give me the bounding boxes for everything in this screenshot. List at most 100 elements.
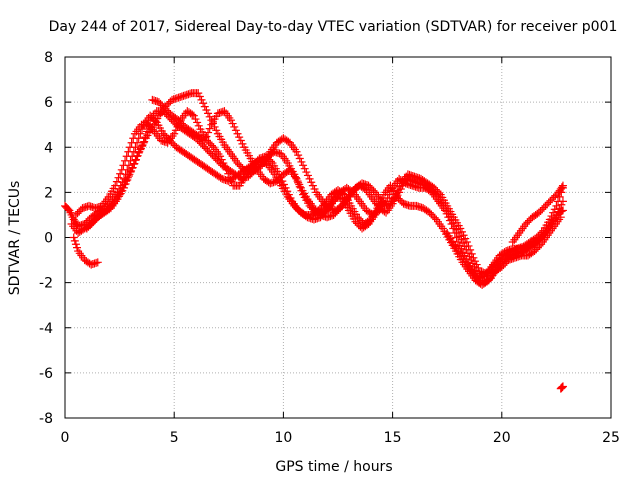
data-point — [558, 206, 567, 215]
y-tick-label: 6 — [44, 95, 53, 111]
data-point — [91, 216, 100, 225]
data-point — [226, 116, 235, 125]
grid — [65, 57, 611, 418]
data-point — [127, 138, 136, 147]
data-point — [114, 173, 123, 182]
series-track-1 — [61, 111, 567, 283]
data-point — [283, 187, 292, 196]
data-point — [295, 154, 304, 163]
data-point — [431, 185, 440, 194]
data-point — [294, 151, 303, 160]
data-point — [284, 190, 293, 199]
data-point — [548, 195, 557, 204]
data-point — [377, 199, 386, 208]
data-point — [173, 122, 182, 131]
data-point — [286, 194, 295, 203]
data-point — [222, 165, 231, 174]
data-point — [500, 248, 509, 257]
data-point — [207, 141, 216, 150]
data-point — [461, 234, 470, 243]
data-point — [147, 124, 156, 133]
data-point — [467, 249, 476, 258]
data-point — [217, 155, 226, 164]
data-point — [156, 99, 165, 108]
data-point — [525, 216, 534, 225]
data-point — [305, 174, 314, 183]
data-point — [233, 129, 242, 138]
data-point — [211, 154, 220, 163]
data-point — [396, 196, 405, 205]
data-point — [558, 197, 567, 206]
data-point — [140, 137, 149, 146]
data-point — [87, 219, 96, 228]
y-axis-label: SDTVAR / TECUs — [7, 181, 23, 296]
data-point — [191, 115, 200, 124]
data-point — [367, 184, 376, 193]
data-point — [462, 238, 471, 247]
data-point — [204, 128, 213, 137]
x-axis-label: GPS time / hours — [275, 459, 392, 475]
data-point — [228, 119, 237, 128]
data-point — [530, 247, 539, 256]
data-point — [171, 126, 180, 135]
data-point — [501, 259, 510, 268]
data-point — [499, 261, 508, 270]
data-point — [297, 186, 306, 195]
data-point — [382, 200, 391, 209]
data-point — [84, 222, 93, 231]
data-point — [353, 219, 362, 228]
data-point — [75, 207, 84, 216]
data-point — [265, 155, 274, 164]
x-tick-label: 25 — [602, 430, 620, 446]
data-point — [258, 160, 267, 169]
data-point — [538, 205, 547, 214]
data-point — [425, 208, 434, 217]
data-point — [119, 161, 128, 170]
data-point — [497, 262, 506, 271]
data-point — [395, 182, 404, 191]
data-point — [455, 232, 464, 241]
data-point — [208, 151, 217, 160]
data-point — [105, 203, 114, 212]
data-point — [238, 139, 247, 148]
data-point — [206, 139, 215, 148]
data-point — [427, 210, 436, 219]
data-point — [535, 241, 544, 250]
data-point — [558, 382, 567, 391]
data-point — [471, 257, 480, 266]
data-point — [297, 157, 306, 166]
data-point — [459, 231, 468, 240]
data-point — [206, 149, 215, 158]
data-point — [299, 161, 308, 170]
data-point — [454, 228, 463, 237]
data-point — [159, 129, 168, 138]
data-point — [92, 214, 101, 223]
data-point — [174, 116, 183, 125]
data-point — [116, 169, 125, 178]
data-point — [534, 208, 543, 217]
data-point — [189, 111, 198, 120]
data-point — [117, 165, 126, 174]
data-point — [131, 155, 140, 164]
data-point — [82, 224, 91, 233]
data-point — [366, 183, 375, 192]
data-point — [310, 184, 319, 193]
data-point — [225, 173, 234, 182]
data-point — [202, 106, 211, 115]
data-point — [475, 278, 484, 287]
data-point — [523, 218, 532, 227]
data-point — [308, 181, 317, 190]
data-point — [120, 180, 129, 189]
data-point — [122, 152, 131, 161]
data-point — [429, 212, 438, 221]
data-point — [212, 126, 221, 135]
data-point — [159, 103, 168, 112]
data-point — [102, 206, 111, 215]
data-point — [145, 122, 154, 131]
data-point — [307, 203, 316, 212]
data-point — [121, 156, 130, 165]
data-point — [69, 233, 78, 242]
data-point — [233, 159, 242, 168]
data-point — [71, 210, 80, 219]
data-point — [161, 104, 170, 113]
